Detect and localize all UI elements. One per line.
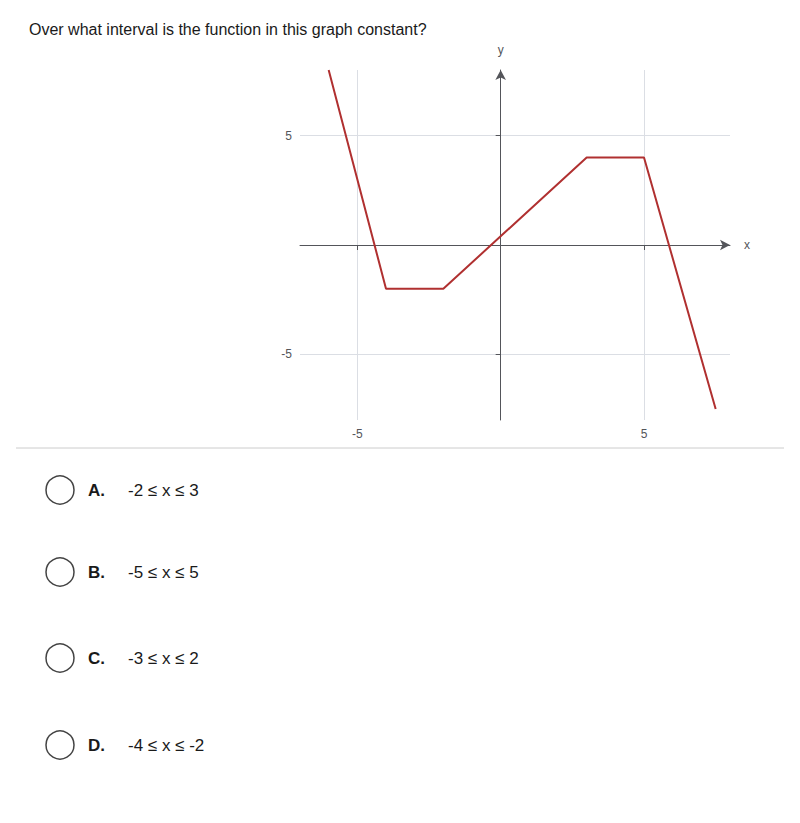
svg-text:5: 5: [285, 129, 292, 143]
svg-text:-5: -5: [281, 347, 292, 361]
svg-text:A.: A.: [88, 481, 105, 500]
svg-text:Over what interval is the func: Over what interval is the function in th…: [29, 21, 427, 38]
svg-text:5: 5: [641, 427, 648, 441]
svg-text:-4 ≤ x ≤ -2: -4 ≤ x ≤ -2: [128, 736, 204, 755]
svg-text:-2 ≤ x ≤ 3: -2 ≤ x ≤ 3: [128, 481, 199, 500]
svg-text:x: x: [744, 238, 750, 252]
svg-text:-5: -5: [352, 427, 363, 441]
svg-text:-3 ≤ x ≤ 2: -3 ≤ x ≤ 2: [128, 649, 199, 668]
svg-text:y: y: [498, 43, 504, 57]
svg-text:C.: C.: [88, 649, 105, 668]
svg-text:B.: B.: [88, 563, 105, 582]
svg-text:D.: D.: [88, 736, 105, 755]
svg-text:-5 ≤ x ≤ 5: -5 ≤ x ≤ 5: [128, 563, 199, 582]
